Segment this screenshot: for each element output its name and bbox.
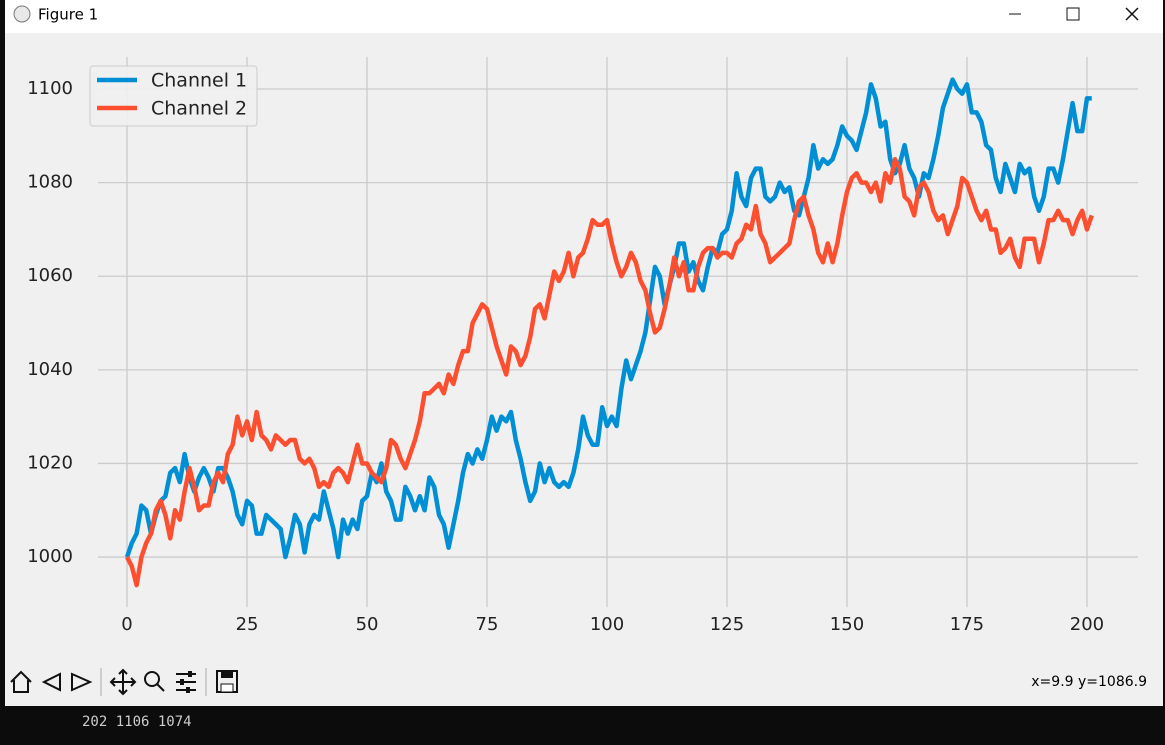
save-button[interactable]	[216, 670, 238, 693]
data-line	[124, 77, 1092, 560]
pan-button[interactable]	[109, 668, 137, 696]
x-tick-label: 175	[950, 614, 984, 635]
x-tick-label: 100	[590, 614, 624, 635]
configure-button[interactable]	[176, 671, 196, 693]
legend: Channel 1 Channel 2	[89, 65, 258, 127]
status-text: x=9.9 y=1086.9	[1031, 674, 1147, 690]
x-tick-label: 50	[356, 614, 379, 635]
title-bar	[5, 0, 1163, 33]
y-tick-label: 1020	[27, 452, 73, 473]
y-tick-label: 1100	[27, 78, 73, 99]
y-tick-label: 1040	[27, 359, 73, 380]
maximize-button[interactable]	[1066, 7, 1080, 21]
x-tick-label: 125	[710, 614, 744, 635]
terminal-line: 202 1106 1074	[82, 714, 192, 730]
legend-label: Channel 2	[151, 98, 247, 120]
back-button[interactable]	[41, 672, 61, 692]
y-tick-label: 1080	[27, 172, 73, 193]
x-tick-label: 0	[121, 614, 132, 635]
close-button[interactable]	[1125, 7, 1139, 21]
x-tick-label: 25	[236, 614, 259, 635]
data-line	[125, 156, 1094, 588]
toolbar	[10, 668, 238, 696]
forward-button[interactable]	[71, 672, 93, 692]
legend-label: Channel 1	[151, 70, 247, 92]
x-tick-label: 75	[476, 614, 499, 635]
y-tick-label: 1000	[27, 546, 73, 567]
app-icon	[13, 5, 31, 23]
x-tick-label: 150	[830, 614, 864, 635]
home-button[interactable]	[10, 670, 32, 693]
y-tick-label: 1060	[27, 265, 73, 286]
plot: 1000 1020 1040 1060 1080 1100 0 25 50 75 100 125 150…	[27, 57, 1138, 635]
zoom-button[interactable]	[144, 671, 165, 692]
x-tick-label: 200	[1070, 614, 1104, 635]
window-title: Figure 1	[38, 6, 98, 24]
